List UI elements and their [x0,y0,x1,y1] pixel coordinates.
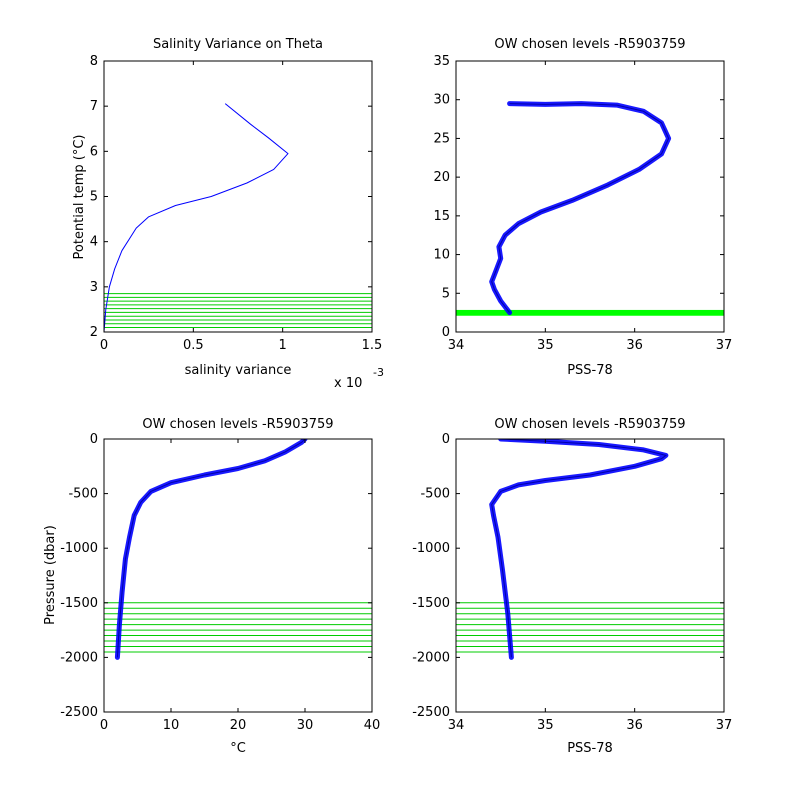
y-tick-label: 2 [90,325,98,340]
axes-frame [455,438,725,713]
y-tick-label: 0 [90,432,98,447]
x-tick-label: 1 [279,338,287,353]
x-tick-label: 20 [230,718,247,733]
y-tick-label: 10 [433,248,450,263]
y-tick-label: 7 [90,99,98,114]
plot-p4: 34 35 36 37 -2500 -2000 -1500 -1000 -500 0 [412,432,732,733]
y-tick-label: 6 [90,144,98,159]
x-tick-label: 0 [100,338,108,353]
panel-salinity-variance: Salinity Variance on Theta salinity vari… [72,37,384,391]
x-tick-label: 35 [537,718,554,733]
plot-p3: 0 10 20 30 40 -2500 -2000 -1500 -1000 -500 0 [60,432,380,733]
x-tick-label: 34 [448,338,465,353]
y-axis-label: Potential temp (°C) [72,135,87,260]
x-tick-label: 35 [537,338,554,353]
x-axis-label: salinity variance [185,363,292,378]
panel-pressure-salinity: OW chosen levels -R5903759 PSS-78 [494,417,685,756]
x-axis-label: PSS-78 [567,363,613,378]
panel-title: OW chosen levels -R5903759 [494,417,685,432]
series-line-core [116,439,306,658]
x-tick-label: 30 [297,718,314,733]
x-tick-label: 36 [626,338,643,353]
y-tick-label: 25 [433,131,450,146]
x-tick-label: 1.5 [362,338,383,353]
x-tick-label: 37 [716,718,733,733]
x-tick-label: 36 [626,718,643,733]
x-axis-label: °C [230,741,246,756]
series-line [104,103,289,332]
y-tick-label: -1500 [60,596,98,611]
y-tick-label: 5 [442,286,450,301]
y-tick-label: -1500 [412,596,450,611]
plot-p2: 34 35 36 37 0 5 10 15 20 25 30 35 [433,54,732,353]
x-axis-label: PSS-78 [567,741,613,756]
axes-frame [455,60,725,333]
y-tick-label: 5 [90,190,98,205]
panel-title: OW chosen levels -R5903759 [142,417,333,432]
x-tick-label: 0.5 [183,338,204,353]
x-axis-multiplier: x 10 [334,376,362,391]
y-tick-label: 20 [433,170,450,185]
y-tick-label: 4 [90,235,98,250]
x-axis-multiplier-exponent: -3 [373,366,384,379]
panel-title: OW chosen levels -R5903759 [494,37,685,52]
chosen-level-band [456,309,724,316]
y-tick-label: -1000 [60,541,98,556]
x-tick-label: 40 [364,718,381,733]
y-tick-label: -2000 [60,650,98,665]
panel-pressure-temperature: OW chosen levels -R5903759 °C Pressure (… [43,417,334,756]
y-tick-label: 8 [90,54,98,69]
panel-title: Salinity Variance on Theta [153,37,323,52]
x-tick-label: 0 [100,718,108,733]
y-tick-label: 0 [442,325,450,340]
plot-p1: 0 0.5 1 1.5 2 3 4 5 6 7 8 [90,54,383,353]
y-axis-label: Pressure (dbar) [43,525,58,625]
y-tick-label: -500 [68,487,98,502]
y-tick-label: 30 [433,93,450,108]
x-tick-label: 34 [448,718,465,733]
panel-theta-salinity: OW chosen levels -R5903759 PSS-78 [494,37,685,378]
y-tick-label: 3 [90,280,98,295]
x-tick-label: 10 [163,718,180,733]
series-line-core [491,439,668,658]
y-tick-label: -2000 [412,650,450,665]
y-tick-label: -2500 [412,705,450,720]
y-tick-label: -1000 [412,541,450,556]
series-line-core [491,103,670,313]
y-tick-label: 0 [442,432,450,447]
y-tick-label: 35 [433,54,450,69]
x-tick-label: 37 [716,338,733,353]
y-tick-label: -2500 [60,705,98,720]
y-tick-label: -500 [420,487,450,502]
y-tick-label: 15 [433,209,450,224]
